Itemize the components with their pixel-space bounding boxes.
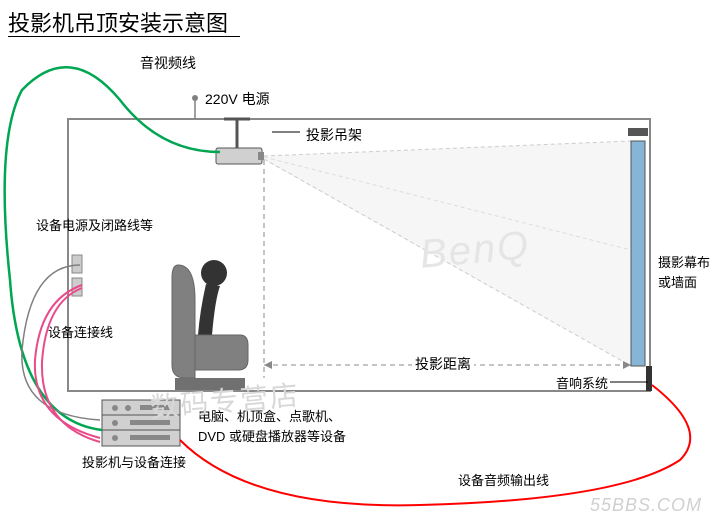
label-equip-2: DVD 或硬盘播放器等设备 <box>198 426 346 445</box>
speaker <box>646 366 652 391</box>
chair-seat <box>195 335 248 370</box>
diagram-title: 投影机吊顶安装示意图 <box>8 6 228 38</box>
diagram-svg <box>0 0 724 522</box>
watermark-bbs: 55BBS.COM <box>590 495 702 516</box>
label-ceiling-mount: 投影吊架 <box>306 125 362 145</box>
watermark-benq: BenQ <box>418 223 532 277</box>
label-screen-1: 摄影幕布 <box>658 252 710 271</box>
label-220v: 220V 电源 <box>205 89 270 109</box>
label-conn-cable: 设备连接线 <box>48 322 113 341</box>
label-proj-equip-conn: 投影机与设备连接 <box>82 452 186 471</box>
title-underline <box>8 36 240 37</box>
projector-body <box>216 148 262 164</box>
screen <box>631 141 645 366</box>
screen-bar <box>628 128 648 136</box>
label-screen-2: 或墙面 <box>658 272 697 291</box>
label-av-cable: 音视频线 <box>140 53 196 73</box>
power-cable <box>22 265 100 420</box>
person-body <box>198 284 220 335</box>
label-power-closed: 设备电源及闭路线等 <box>36 215 153 234</box>
power-box-1 <box>72 255 82 273</box>
chair-back <box>172 265 195 378</box>
label-audio-out: 设备音频输出线 <box>458 470 549 489</box>
person-head <box>201 260 227 286</box>
label-audio-system: 音响系统 <box>556 373 608 392</box>
label-proj-distance: 投影距离 <box>412 354 474 374</box>
diagram-canvas: 投影机吊顶安装示意图 音视频线 220V 电源 投影吊架 设备电源及闭路线等 设… <box>0 0 724 522</box>
